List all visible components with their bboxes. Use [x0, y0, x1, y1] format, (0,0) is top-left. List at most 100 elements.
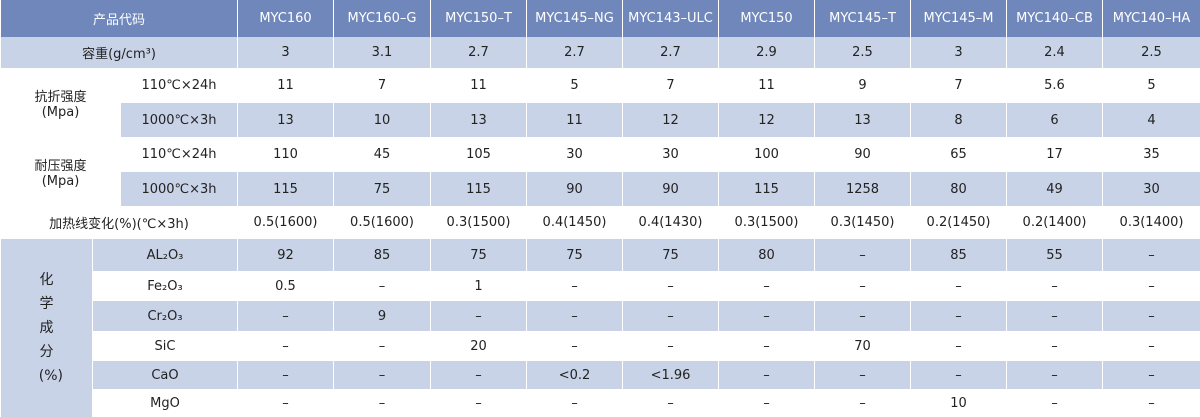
value-cell: –	[238, 301, 334, 331]
value-cell: 13	[431, 103, 527, 137]
value-cell: –	[1007, 389, 1103, 417]
value-cell: 90	[623, 172, 719, 206]
column-header: MYC145–T	[815, 0, 911, 37]
value-cell: 8	[911, 103, 1007, 137]
value-cell: 5	[527, 68, 623, 103]
value-cell: 90	[527, 172, 623, 206]
value-cell: 2.7	[527, 37, 623, 68]
value-cell: 12	[719, 103, 815, 137]
value-cell: 0.3(1500)	[719, 206, 815, 239]
value-cell: 11	[719, 68, 815, 103]
component-label: SiC	[93, 331, 238, 361]
value-cell: 11	[431, 68, 527, 103]
condition-label: 1000℃×3h	[121, 172, 238, 206]
value-cell: –	[815, 271, 911, 301]
value-cell: 55	[1007, 239, 1103, 271]
row-label: 化学成分(%)	[1, 239, 93, 417]
value-cell: –	[1103, 271, 1200, 301]
value-cell: <0.2	[527, 361, 623, 389]
value-cell: 30	[623, 137, 719, 172]
label-part: 耐压强度	[34, 159, 86, 174]
value-cell: 80	[911, 172, 1007, 206]
value-cell: 7	[623, 68, 719, 103]
value-cell: 45	[334, 137, 431, 172]
value-cell: 75	[527, 239, 623, 271]
value-cell: 1258	[815, 172, 911, 206]
value-cell: 70	[815, 331, 911, 361]
value-cell: –	[527, 271, 623, 301]
row-label: 容重(g/cm³)	[1, 37, 238, 68]
value-cell: –	[623, 301, 719, 331]
row-label: 耐压强度(Mpa)	[1, 137, 121, 206]
value-cell: –	[1007, 301, 1103, 331]
value-cell: –	[334, 389, 431, 417]
value-cell: 3	[238, 37, 334, 68]
value-cell: 4	[1103, 103, 1200, 137]
value-cell: –	[431, 361, 527, 389]
column-header: MYC145–M	[911, 0, 1007, 37]
value-cell: 90	[815, 137, 911, 172]
component-label: AL₂O₃	[93, 239, 238, 271]
value-cell: 3.1	[334, 37, 431, 68]
column-header: MYC160	[238, 0, 334, 37]
value-cell: –	[1103, 301, 1200, 331]
value-cell: –	[431, 389, 527, 417]
value-cell: 65	[911, 137, 1007, 172]
value-cell: 10	[911, 389, 1007, 417]
value-cell: 0.3(1450)	[815, 206, 911, 239]
value-cell: 115	[238, 172, 334, 206]
value-cell: 11	[238, 68, 334, 103]
component-label: Cr₂O₃	[93, 301, 238, 331]
value-cell: 0.5(1600)	[238, 206, 334, 239]
value-cell: –	[719, 389, 815, 417]
value-cell: 85	[334, 239, 431, 271]
value-cell: 80	[719, 239, 815, 271]
value-cell: –	[527, 389, 623, 417]
value-cell: 115	[719, 172, 815, 206]
value-cell: 75	[431, 239, 527, 271]
table-row: CaO–––<0.2<1.96–––––	[1, 361, 1200, 389]
value-cell: 75	[623, 239, 719, 271]
column-header: MYC150–T	[431, 0, 527, 37]
value-cell: 92	[238, 239, 334, 271]
component-label: MgO	[93, 389, 238, 417]
value-cell: 5	[1103, 68, 1200, 103]
value-cell: –	[719, 331, 815, 361]
column-header: MYC140–HA	[1103, 0, 1200, 37]
column-header: MYC145–NG	[527, 0, 623, 37]
value-cell: 0.2(1400)	[1007, 206, 1103, 239]
value-cell: 7	[911, 68, 1007, 103]
column-header: MYC140–CB	[1007, 0, 1103, 37]
value-cell: –	[238, 331, 334, 361]
condition-label: 110℃×24h	[121, 137, 238, 172]
value-cell: –	[719, 301, 815, 331]
value-cell: 6	[1007, 103, 1103, 137]
value-cell: –	[815, 389, 911, 417]
value-cell: –	[1103, 331, 1200, 361]
value-cell: –	[1103, 361, 1200, 389]
value-cell: –	[719, 271, 815, 301]
value-cell: 7	[334, 68, 431, 103]
value-cell: –	[815, 361, 911, 389]
component-label: CaO	[93, 361, 238, 389]
value-cell: –	[623, 271, 719, 301]
value-cell: –	[623, 331, 719, 361]
condition-label: 1000℃×3h	[121, 103, 238, 137]
value-cell: –	[1103, 389, 1200, 417]
value-cell: –	[911, 361, 1007, 389]
value-cell: –	[334, 331, 431, 361]
value-cell: 85	[911, 239, 1007, 271]
table-row: MgO–––––––10––	[1, 389, 1200, 417]
value-cell: 115	[431, 172, 527, 206]
row-label: 抗折强度(Mpa)	[1, 68, 121, 137]
value-cell: 12	[623, 103, 719, 137]
value-cell: –	[431, 301, 527, 331]
value-cell: 2.9	[719, 37, 815, 68]
value-cell: 2.7	[431, 37, 527, 68]
table-row: Cr₂O₃–9––––––––	[1, 301, 1200, 331]
